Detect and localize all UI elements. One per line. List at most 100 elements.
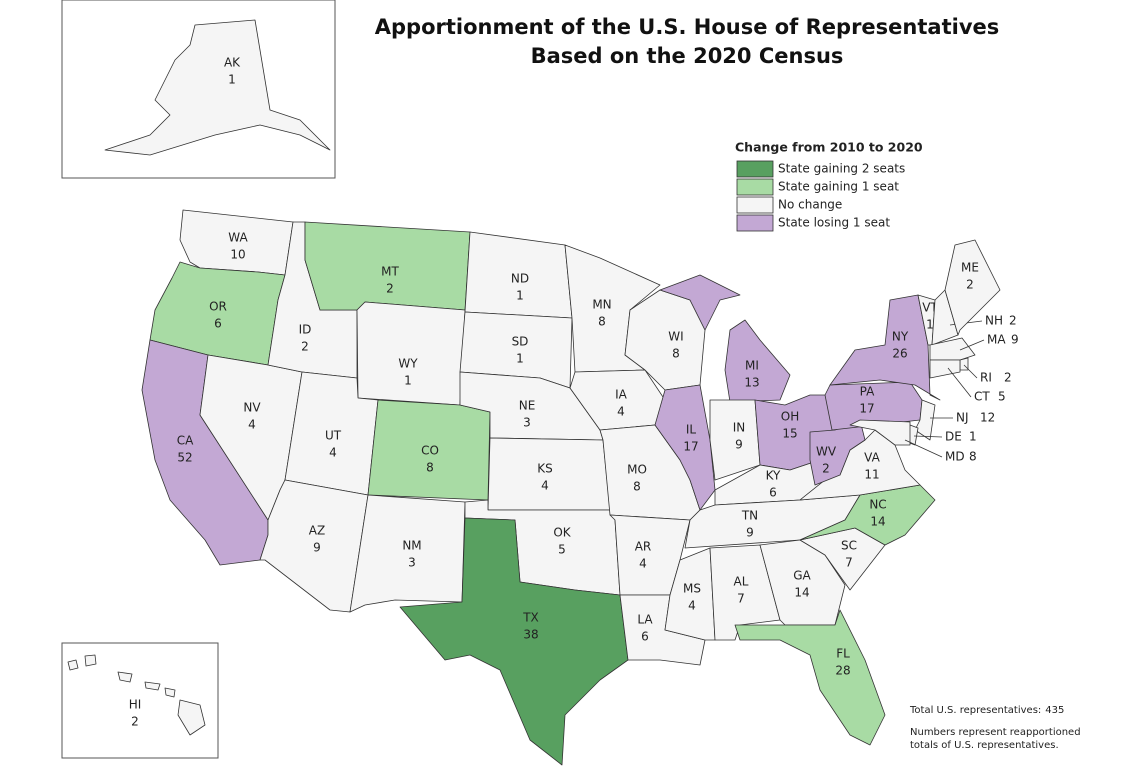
state-shape xyxy=(67,659,79,671)
state-abbr: OH xyxy=(781,410,799,424)
state-seats: 17 xyxy=(859,402,874,416)
legend-label: State gaining 1 seat xyxy=(778,180,899,194)
state-seats: 15 xyxy=(782,427,797,441)
state-shape xyxy=(799,484,936,546)
state-abbr: HI xyxy=(129,698,142,712)
state-shape xyxy=(349,494,466,613)
state-seats: 28 xyxy=(835,664,850,678)
title-line: Apportionment of the U.S. House of Repre… xyxy=(375,15,1000,39)
state-abbr: AZ xyxy=(309,524,325,538)
state-shape xyxy=(164,687,176,698)
state-abbr: WI xyxy=(668,330,683,344)
state-abbr: CA xyxy=(177,434,194,448)
state-abbr: NE xyxy=(519,399,536,413)
state-abbr: MA xyxy=(987,333,1006,347)
leader-line xyxy=(947,367,972,398)
state-shape xyxy=(914,399,936,441)
state-abbr: KS xyxy=(537,462,553,476)
state-seats: 14 xyxy=(870,515,885,529)
state-abbr: OR xyxy=(209,300,227,314)
state-abbr: ND xyxy=(511,272,529,286)
state-seats: 8 xyxy=(633,480,641,494)
state-abbr: OK xyxy=(553,526,571,540)
legend-label: State losing 1 seat xyxy=(778,216,890,230)
state-abbr: NM xyxy=(402,539,421,553)
state-seats: 6 xyxy=(769,486,777,500)
title-line: Based on the 2020 Census xyxy=(531,44,844,68)
state-seats: 2 xyxy=(1004,371,1012,385)
state-shape xyxy=(144,681,161,691)
state-seats: 4 xyxy=(329,446,337,460)
state-seats: 6 xyxy=(214,317,222,331)
state-abbr: WY xyxy=(398,357,418,371)
state-seats: 17 xyxy=(683,440,698,454)
state-seats: 38 xyxy=(523,628,538,642)
state-seats: 12 xyxy=(980,411,995,425)
legend-label: No change xyxy=(778,198,842,212)
leader-line xyxy=(904,439,943,458)
state-seats: 5 xyxy=(558,543,566,557)
state-seats: 8 xyxy=(598,315,606,329)
legend-swatch xyxy=(736,196,774,214)
state-seats: 3 xyxy=(523,416,531,430)
state-abbr: TX xyxy=(522,611,539,625)
state-seats: 13 xyxy=(744,376,759,390)
legend-label: State gaining 2 seats xyxy=(778,162,905,176)
state-seats: 9 xyxy=(735,438,743,452)
state-seats: 9 xyxy=(746,526,754,540)
state-shape xyxy=(399,517,629,766)
state-seats: 7 xyxy=(737,592,745,606)
state-abbr: MT xyxy=(381,265,399,279)
legend-swatch xyxy=(736,214,774,232)
state-abbr: IN xyxy=(733,421,746,435)
state-seats: 1 xyxy=(228,73,236,87)
state-seats: 4 xyxy=(248,418,256,432)
state-abbr: NH xyxy=(985,314,1003,328)
state-seats: 2 xyxy=(966,278,974,292)
state-seats: 4 xyxy=(639,557,647,571)
state-seats: 1 xyxy=(926,318,934,332)
state-abbr: MN xyxy=(592,298,611,312)
state-seats: 14 xyxy=(794,586,809,600)
leader-line xyxy=(959,339,985,351)
state-seats: 2 xyxy=(301,340,309,354)
state-abbr: PA xyxy=(860,385,875,399)
legend-swatch xyxy=(736,160,774,178)
state-abbr: GA xyxy=(793,569,811,583)
state-abbr: MD xyxy=(945,450,965,464)
state-seats: 1 xyxy=(516,289,524,303)
state-abbr: NV xyxy=(243,401,261,415)
note-total-value: 435 xyxy=(1045,705,1064,716)
state-abbr: LA xyxy=(637,613,653,627)
state-shape xyxy=(177,699,206,736)
state-abbr: ME xyxy=(961,261,979,275)
state-seats: 3 xyxy=(408,556,416,570)
state-shape xyxy=(929,359,961,379)
state-abbr: CT xyxy=(974,390,990,404)
state-seats: 1 xyxy=(404,374,412,388)
state-seats: 2 xyxy=(131,715,139,729)
state-abbr: ID xyxy=(299,323,312,337)
state-abbr: WA xyxy=(228,231,248,245)
hawaii-inset xyxy=(61,642,219,759)
state-seats: 2 xyxy=(1009,314,1017,328)
state-abbr: MI xyxy=(745,359,759,373)
state-abbr: MS xyxy=(683,582,701,596)
state-shape xyxy=(724,319,791,403)
state-shape xyxy=(104,19,331,156)
state-seats: 4 xyxy=(688,599,696,613)
state-abbr: CO xyxy=(421,444,439,458)
state-abbr: SD xyxy=(512,335,529,349)
note-line: totals of U.S. representatives. xyxy=(910,740,1059,751)
state-shape xyxy=(356,301,466,406)
state-seats: 4 xyxy=(617,405,625,419)
state-seats: 10 xyxy=(230,248,245,262)
state-abbr: VA xyxy=(864,451,880,465)
note-total-label: Total U.S. representatives: xyxy=(909,705,1041,716)
state-seats: 9 xyxy=(1011,333,1019,347)
state-abbr: SC xyxy=(841,539,857,553)
state-abbr: MO xyxy=(627,463,647,477)
state-abbr: TN xyxy=(741,509,758,523)
leader-line xyxy=(963,364,978,379)
state-seats: 5 xyxy=(998,390,1006,404)
